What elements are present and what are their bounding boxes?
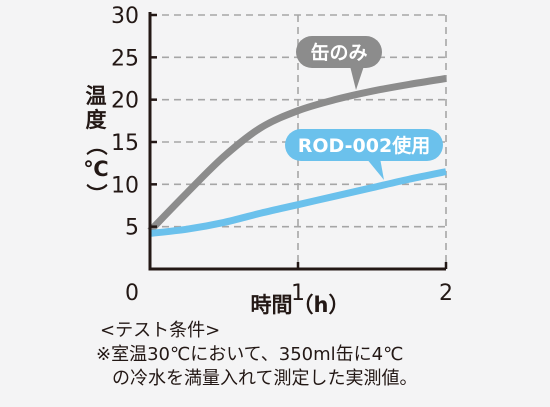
y-tick-label-30: 30 [111, 4, 139, 29]
tick-labels: 5 10 15 20 25 30 0 1 2 [111, 4, 453, 306]
series-label-2: ROD-002使用 [298, 135, 430, 157]
callout-pointer-1 [350, 66, 364, 90]
x-tick-label-2: 2 [439, 281, 453, 306]
y-axis-title-char-2: 度 [86, 108, 107, 132]
x-tick-label-1: 1 [291, 281, 305, 306]
y-axis-title-char-3: （ [84, 135, 108, 156]
callout-pointer-2 [366, 158, 384, 180]
y-tick-label-25: 25 [111, 46, 139, 71]
y-axis-title-char-4: ℃ [83, 157, 108, 181]
x-tick-label-0: 0 [125, 281, 139, 306]
series-label-1: 缶のみ [310, 41, 367, 64]
y-tick-label-15: 15 [111, 131, 139, 156]
y-tick-label-5: 5 [125, 216, 139, 241]
x-axis-title: 時間（h） [251, 293, 350, 317]
y-axis-title: 温度 （℃ ） [83, 84, 108, 205]
callout-bubble-1 [296, 36, 382, 68]
series-line-1 [147, 75, 447, 234]
series-callouts: 缶のみ ROD-002使用 [285, 36, 443, 180]
test-conditions-line-2: の冷水を満量入れて測定した実測値。 [112, 368, 418, 389]
series-lines [147, 75, 447, 237]
y-tick-label-20: 20 [111, 89, 139, 114]
callout-bubble-2 [285, 129, 443, 161]
y-axis-title-char-1: 温 [86, 84, 107, 108]
y-tick-label-10: 10 [111, 173, 139, 198]
test-conditions-line-1: ※室温30℃において、350ml缶に4℃ [96, 344, 404, 365]
series-line-2 [149, 168, 447, 237]
axes [148, 12, 448, 271]
test-conditions-heading: <テスト条件> [100, 320, 221, 341]
y-axis-title-char-5: ） [84, 184, 108, 205]
